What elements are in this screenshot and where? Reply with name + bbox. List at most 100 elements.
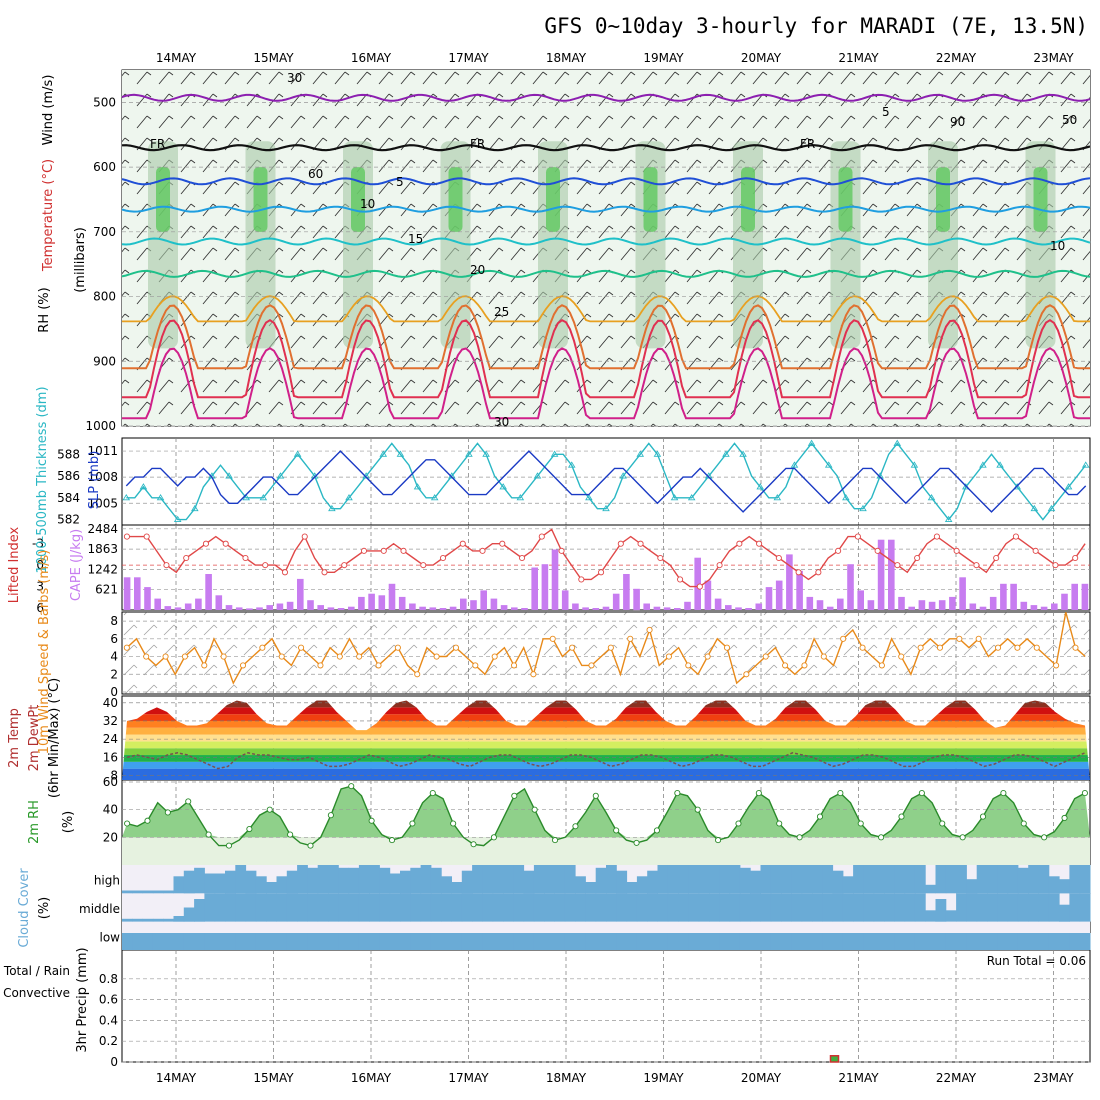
rh-label: 60 (308, 167, 323, 181)
cloud-middle-cell (286, 893, 298, 922)
cloud-low-cell (688, 933, 700, 950)
li-line-point (242, 554, 249, 562)
bottom-date-label: 16MAY (351, 1071, 392, 1085)
dewpoint-line (126, 752, 1086, 770)
rh-line-point (490, 834, 497, 841)
upper-air-panel: 5 10 15 20 25 30 5 FR FR FR 30 50 60 10 90 500 600 700 80… (85, 70, 1091, 433)
freezing-label: FR (800, 137, 815, 151)
cloud-high-cell (853, 865, 864, 894)
cloud-high-cell (420, 865, 432, 894)
cloud-low-cell (204, 933, 216, 950)
cloud-high-cell (904, 865, 916, 894)
cloud-high-cell (894, 865, 906, 894)
cloud-middle-cell (791, 893, 803, 922)
cloud-low-cell (400, 933, 411, 950)
cloud-high-cell (544, 865, 555, 894)
rh-line-point (918, 790, 925, 797)
isotherm-30 (122, 304, 1090, 370)
thickness-line-point (276, 472, 285, 479)
thickness-line-point (379, 450, 388, 457)
isotherm-label: 25 (494, 305, 509, 319)
slp-tick: 1008 (87, 470, 118, 484)
freezing-level (121, 144, 1091, 152)
thickness-line-point (619, 472, 627, 479)
cloud-middle-cell (935, 899, 947, 922)
cloud-middle-cell (276, 893, 288, 922)
cloud-high-cell (863, 865, 875, 894)
rh-moist-cell (156, 167, 170, 232)
li-line-point (598, 569, 605, 576)
cloud-middle-cell (348, 893, 360, 922)
cloud-middle-cell (863, 893, 875, 922)
wind-speed-line-point (820, 653, 827, 660)
cape-bar (470, 600, 477, 610)
rh-label: 90 (950, 115, 965, 129)
cloud-middle-cell (812, 893, 823, 922)
cloud-high-cell (966, 879, 978, 894)
cloud-high-cell (781, 865, 792, 894)
cloud-high-cell (163, 890, 174, 894)
cape-bar (582, 607, 589, 610)
cloud-unit: (%) (37, 897, 52, 920)
li-line-point (538, 533, 545, 540)
cape-bar (144, 587, 151, 610)
cloud-middle-cell (492, 893, 504, 922)
cape-bar (735, 607, 742, 610)
cloud-high-cell (1017, 867, 1029, 894)
thickness-line-point (465, 450, 473, 457)
cape-bar (572, 603, 579, 610)
cloud-low-cell (1069, 933, 1081, 950)
cape-bar (826, 606, 834, 610)
rh-line-point (1081, 790, 1088, 797)
rh-line-point (552, 837, 559, 844)
li-line-point (222, 540, 229, 547)
temp-band (122, 741, 1090, 749)
cape-bar (439, 608, 447, 610)
cloud-high-cell (698, 865, 710, 894)
cloud-low-cell (369, 933, 380, 950)
cape-bar (205, 574, 212, 610)
cloud-middle-cell (400, 893, 411, 922)
cape-bar (663, 607, 671, 610)
cloud-low-cell (863, 933, 875, 950)
cloud-middle-cell (1028, 893, 1039, 922)
rh-label: 30 (287, 71, 302, 85)
cloud-level-label: low (100, 930, 121, 944)
cloud-low-cell (420, 933, 432, 950)
cloud-low-cell (1059, 933, 1070, 950)
cloud-low-cell (1038, 933, 1050, 950)
li-line-point (439, 554, 447, 562)
thickness-line-point (996, 461, 1004, 468)
cloud-high-cell (286, 870, 298, 894)
cape-bar (806, 596, 814, 610)
cloud-high-cell (791, 865, 803, 894)
cape-tick: 1863 (87, 542, 118, 556)
rh-tick: 40 (103, 803, 118, 817)
temp-tick: 40 (103, 696, 118, 710)
cloud-low-cell (997, 933, 1009, 950)
cloud-low-cell (873, 933, 885, 950)
cloud-low-cell (163, 933, 174, 950)
cloud-axis-title: Cloud Cover (17, 868, 32, 948)
wind-speed-line-point (782, 662, 789, 669)
temp-band (122, 768, 1090, 780)
wind-speed-line-point (994, 644, 1002, 651)
rh-line (126, 785, 1086, 847)
slp-axis-title: SLP (mb) (87, 451, 102, 510)
cape-bar (786, 554, 793, 610)
cloud-high-cell (1007, 865, 1019, 894)
cape-bar (938, 600, 946, 610)
date-axis: 14MAY 14MAY 15MAY 15MAY 16MAY 16MAY 17MAY 17MAY… (156, 51, 1074, 1085)
cape-bar (225, 605, 233, 610)
li-line-point (973, 562, 980, 569)
cloud-low-cell (832, 933, 844, 950)
rh-moist-cell (838, 167, 853, 232)
precip-tick: 0.4 (99, 1013, 118, 1027)
wind-speed-line-point (743, 671, 750, 678)
cloud-low-cell (533, 933, 545, 950)
thickness-line-point (345, 493, 353, 501)
cape-tick: 621 (95, 583, 118, 597)
li-line-point (677, 576, 684, 583)
wind-speed-line-point (975, 635, 982, 642)
cloud-low-cell (492, 933, 504, 950)
